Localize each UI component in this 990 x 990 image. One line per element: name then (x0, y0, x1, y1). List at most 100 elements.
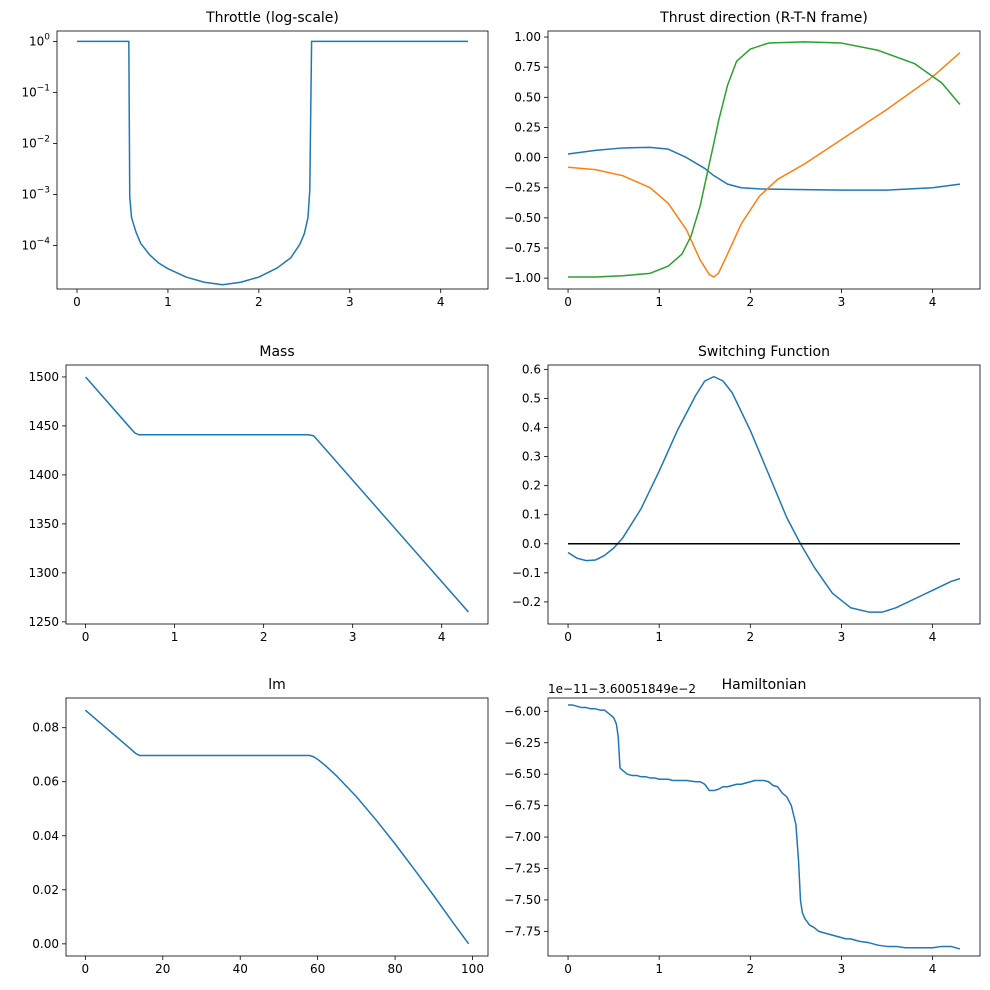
series-line-lm (84, 709, 470, 945)
y-tick-label: −0.50 (504, 211, 541, 225)
y-tick-label: 0.00 (514, 151, 541, 165)
chart-thrust-direction: Thrust direction (R-T-N frame) 0 1 2 3 4 1.00 0… (504, 10, 981, 309)
x-tick-label: 2 (747, 630, 755, 644)
chart-title: Hamiltonian (722, 677, 807, 693)
x-tick-label: 3 (838, 962, 846, 976)
y-tick-label: 0.2 (522, 479, 541, 493)
chart-title: lm (268, 677, 286, 693)
series-line-T (567, 52, 961, 278)
series-line-mass (85, 376, 469, 613)
y-tick-label: 0.1 (522, 508, 541, 522)
y-tick-label: −0.2 (512, 595, 541, 609)
y-tick-label: 10−4 (21, 236, 50, 252)
y-tick-label: 0.02 (32, 883, 59, 897)
y-tick-label: 0.50 (514, 90, 541, 104)
chart-title: Throttle (log-scale) (205, 10, 339, 26)
x-tick-label: 1 (171, 630, 179, 644)
chart-title: Mass (259, 344, 294, 360)
y-tick-label: 0.08 (32, 721, 59, 735)
series-line-hamiltonian (568, 704, 961, 950)
y-tick-label: 1.00 (514, 30, 541, 44)
x-tick-label: 2 (747, 295, 755, 309)
series-line-switching (567, 375, 961, 613)
y-tick-label: 1300 (28, 566, 59, 580)
x-tick-label: 3 (349, 630, 357, 644)
x-tick-label: 0 (82, 630, 90, 644)
y-tick-label: −7.75 (504, 924, 541, 938)
y-tick-label: −7.00 (504, 830, 541, 844)
axis-offset-text: 1e−11−3.60051849e−2 (548, 682, 696, 696)
y-tick-label: −0.75 (504, 241, 541, 255)
y-tick-label: 0.3 (522, 450, 541, 464)
x-tick-label: 2 (747, 962, 755, 976)
y-tick-label: 10−2 (21, 134, 50, 150)
axes-frame (547, 697, 981, 957)
chart-throttle: Throttle (log-scale) 0 1 2 3 4 100 10−1 10−2 10−3… (21, 10, 489, 309)
y-tick-label: −6.00 (504, 704, 541, 718)
y-tick-label: −6.75 (504, 799, 541, 813)
y-tick-label: −7.25 (504, 861, 541, 875)
y-tick-label: −6.25 (504, 736, 541, 750)
series-line-N (568, 41, 961, 278)
y-tick-label: −6.50 (504, 767, 541, 781)
series-line-throttle (77, 40, 468, 286)
y-tick-label: 10−3 (21, 185, 50, 201)
x-tick-label: 20 (155, 962, 170, 976)
y-tick-label: −7.50 (504, 893, 541, 907)
x-tick-label: 0 (564, 962, 572, 976)
x-tick-label: 0 (564, 630, 572, 644)
x-tick-label: 2 (255, 295, 263, 309)
x-tick-label: 4 (929, 962, 937, 976)
y-tick-label: 0.6 (522, 362, 541, 376)
y-tick-label: −0.1 (512, 566, 541, 580)
x-tick-label: 3 (346, 295, 354, 309)
y-tick-label: 0.00 (32, 937, 59, 951)
series-line-R (567, 146, 961, 191)
chart-switching-function: Switching Function 0 1 2 3 4 0.6 0.5 0.4 0.3 0.2 0.… (512, 344, 981, 644)
axes-frame (65, 697, 489, 957)
x-tick-label: 0 (564, 295, 572, 309)
y-tick-label: 10−1 (21, 83, 50, 99)
x-tick-label: 4 (929, 295, 937, 309)
axes-frame (547, 30, 981, 290)
x-tick-label: 1 (655, 295, 663, 309)
y-tick-label: 0.04 (32, 829, 59, 843)
axes-frame (65, 364, 489, 625)
x-tick-label: 0 (73, 295, 81, 309)
y-tick-label: 1450 (28, 419, 59, 433)
x-tick-label: 100 (461, 962, 484, 976)
y-tick-label: 0.5 (522, 391, 541, 405)
axes-frame (547, 364, 981, 625)
chart-lm: lm 0 20 40 60 80 100 0.08 0.06 0.04 0.02 0.00 (32, 677, 489, 976)
x-tick-label: 2 (260, 630, 268, 644)
y-tick-label: −0.25 (504, 181, 541, 195)
x-tick-label: 80 (387, 962, 402, 976)
y-tick-label: 100 (29, 32, 50, 48)
chart-title: Switching Function (698, 344, 830, 360)
x-tick-label: 3 (838, 295, 846, 309)
x-tick-label: 4 (437, 295, 445, 309)
y-tick-label: 1350 (28, 517, 59, 531)
x-tick-label: 4 (438, 630, 446, 644)
y-tick-label: 1250 (28, 615, 59, 629)
x-tick-label: 3 (838, 630, 846, 644)
x-tick-label: 1 (655, 962, 663, 976)
y-tick-label: 0.25 (514, 120, 541, 134)
x-tick-label: 1 (164, 295, 172, 309)
y-tick-label: −1.00 (504, 271, 541, 285)
x-tick-label: 1 (655, 630, 663, 644)
axes-frame (56, 30, 489, 290)
chart-mass: Mass 0 1 2 3 4 1500 1450 1400 1350 1300 1250 (28, 344, 489, 644)
x-tick-label: 60 (310, 962, 325, 976)
x-tick-label: 4 (929, 630, 937, 644)
chart-hamiltonian: Hamiltonian 1e−11−3.60051849e−2 0 1 2 3 4 −6.00… (504, 677, 981, 976)
y-tick-label: 0.75 (514, 60, 541, 74)
x-tick-label: 40 (233, 962, 248, 976)
y-tick-label: 0.06 (32, 775, 59, 789)
chart-title: Thrust direction (R-T-N frame) (659, 10, 868, 26)
y-tick-label: 1400 (28, 468, 59, 482)
y-tick-label: 1500 (28, 370, 59, 384)
y-tick-label: 0.4 (522, 420, 541, 434)
x-tick-label: 0 (82, 962, 90, 976)
